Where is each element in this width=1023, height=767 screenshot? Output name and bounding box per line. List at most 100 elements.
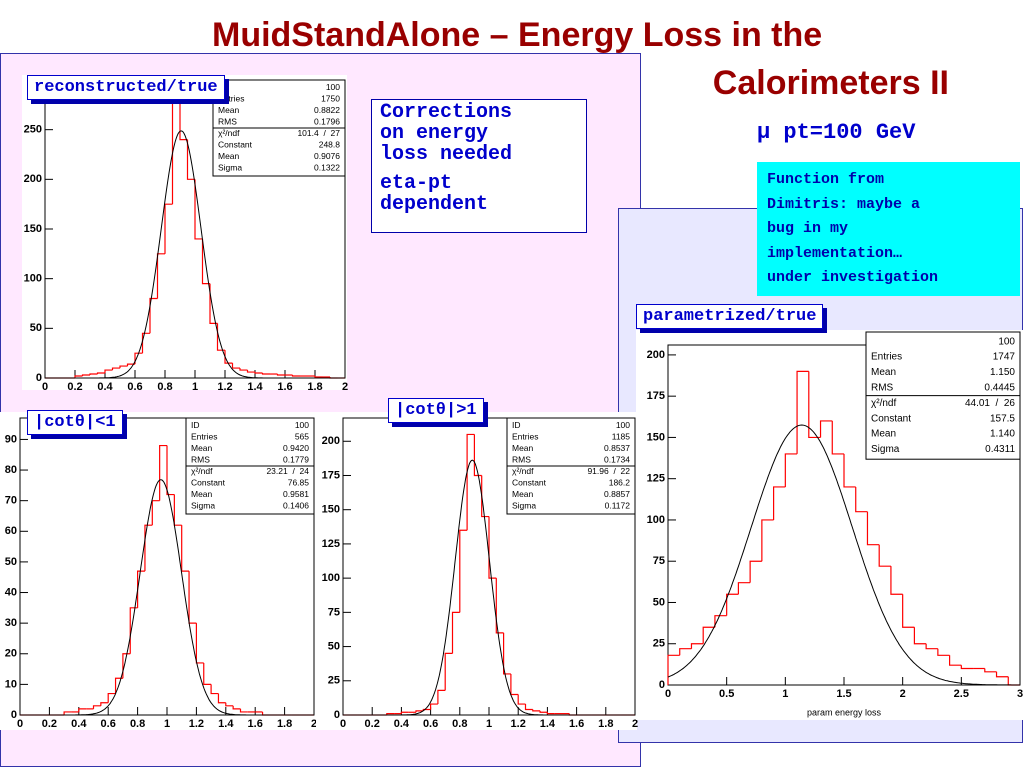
x-tick-label: 1 xyxy=(164,718,170,730)
chart-label: parametrized/true xyxy=(636,304,824,329)
x-tick-label: 1.2 xyxy=(189,718,204,730)
x-tick-label: 1 xyxy=(486,718,492,730)
histogram-bin xyxy=(517,694,526,705)
x-tick-label: 1.4 xyxy=(218,718,234,730)
x-tick-label: 0.2 xyxy=(365,718,380,730)
histogram-bin xyxy=(546,712,555,715)
note-line: on energy xyxy=(380,122,489,145)
stats-label: Mean xyxy=(218,151,240,161)
histogram-bin xyxy=(855,486,868,513)
y-tick-label: 100 xyxy=(24,273,42,285)
y-tick-label: 25 xyxy=(328,675,340,687)
stats-label: Sigma xyxy=(191,501,215,511)
stats-label: Mean xyxy=(191,489,213,499)
histogram-bin xyxy=(466,433,475,531)
x-tick-label: 0.6 xyxy=(423,718,438,730)
y-tick-label: 0 xyxy=(334,709,340,721)
x-tick-label: 2.5 xyxy=(954,688,969,700)
title-line1: MuidStandAlone – Energy Loss in the xyxy=(212,16,823,54)
x-tick-label: 0.2 xyxy=(67,381,82,393)
histogram-bin xyxy=(209,283,218,324)
subtitle: μ pt=100 GeV xyxy=(757,120,916,145)
cyan-line: bug in my xyxy=(767,220,849,237)
stats-value: 0.4311 xyxy=(985,444,1015,455)
histogram-bin xyxy=(481,475,489,518)
stats-label: χ²/ndf xyxy=(191,466,213,476)
histogram-bin xyxy=(913,627,927,645)
stats-label: ID xyxy=(191,420,200,430)
histogram-bin xyxy=(878,544,891,567)
x-tick-label: 1 xyxy=(782,688,788,700)
x-tick-label: 1.2 xyxy=(217,381,232,393)
y-tick-label: 175 xyxy=(647,390,665,402)
histogram-bin xyxy=(137,570,145,608)
histogram-bin xyxy=(201,238,210,285)
histogram-bin xyxy=(503,632,511,675)
stats-value: 1750 xyxy=(321,94,340,104)
stats-value: 44.01 / 26 xyxy=(965,398,1015,409)
x-tick-label: 1 xyxy=(192,381,198,393)
y-tick-label: 150 xyxy=(24,223,42,235)
x-tick-label: 0 xyxy=(42,381,48,393)
histogram-bin xyxy=(866,511,880,546)
x-tick-label: 2 xyxy=(632,718,638,730)
stats-value: 0.1406 xyxy=(283,501,309,511)
histogram-bin xyxy=(960,665,974,670)
stats-value: 0.9076 xyxy=(314,151,340,161)
x-tick-label: 1.8 xyxy=(598,718,613,730)
note-line: eta-pt xyxy=(380,172,453,195)
y-tick-label: 10 xyxy=(5,678,17,690)
y-tick-label: 75 xyxy=(653,555,665,567)
histogram-bin xyxy=(714,615,727,628)
histogram-bin xyxy=(400,711,409,714)
x-tick-label: 0.8 xyxy=(452,718,467,730)
y-tick-label: 25 xyxy=(653,638,665,650)
y-tick-label: 80 xyxy=(5,464,17,476)
stats-value: 0.1322 xyxy=(314,163,340,173)
histogram-bin xyxy=(210,684,219,695)
histogram-bin xyxy=(254,372,263,374)
stats-label: Sigma xyxy=(218,163,242,173)
histogram-bin xyxy=(984,668,997,673)
stats-label: Constant xyxy=(191,478,226,488)
histogram-bin xyxy=(141,332,150,354)
x-tick-label: 0.5 xyxy=(719,688,734,700)
stats-label: RMS xyxy=(512,455,531,465)
histogram-bin xyxy=(194,179,203,240)
stats-value: 0.9581 xyxy=(283,489,309,499)
histogram-bin xyxy=(430,703,438,710)
cyan-line: Dimitris: maybe a xyxy=(767,195,921,213)
histogram-bin xyxy=(261,373,270,375)
stats-label: Constant xyxy=(218,140,253,150)
x-tick-label: 0.6 xyxy=(127,381,142,393)
histogram-bin xyxy=(679,648,692,656)
histogram-bin xyxy=(890,566,903,595)
stats-label: Sigma xyxy=(512,501,536,511)
stats-value: 1.150 xyxy=(990,367,1015,378)
x-tick-label: 1.8 xyxy=(307,381,322,393)
y-tick-label: 70 xyxy=(5,495,17,507)
y-tick-label: 50 xyxy=(653,596,665,608)
histogram-bin xyxy=(239,368,248,371)
histogram-bin xyxy=(78,708,87,712)
histogram-bin xyxy=(144,524,153,572)
stats-value: 1.140 xyxy=(990,429,1015,440)
stats-label: Mean xyxy=(218,105,240,115)
y-tick-label: 50 xyxy=(5,556,17,568)
stats-value: 100 xyxy=(295,420,309,430)
note-line: loss needed xyxy=(380,143,513,166)
histogram-bin xyxy=(995,671,1009,678)
x-tick-label: 0.8 xyxy=(130,718,145,730)
stats-value: 0.9420 xyxy=(283,443,309,453)
x-tick-label: 1.6 xyxy=(569,718,584,730)
histogram-bin xyxy=(96,372,105,375)
stats-label: χ²/ndf xyxy=(218,128,240,138)
cyan-line: under investigation xyxy=(767,269,939,286)
y-tick-label: 100 xyxy=(647,514,665,526)
cyan-box: Function from Dimitris: maybe a bug in m… xyxy=(757,162,1020,296)
x-tick-label: 1.6 xyxy=(277,381,292,393)
x-tick-label: 1.4 xyxy=(540,718,556,730)
stats-value: 565 xyxy=(295,432,309,442)
histogram-bin xyxy=(81,374,90,377)
